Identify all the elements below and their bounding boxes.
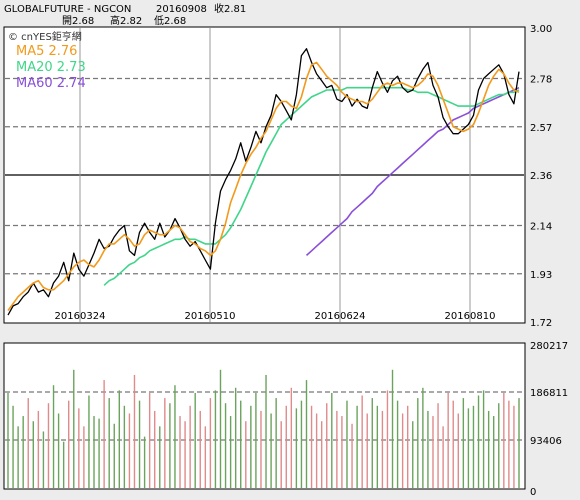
price-y-tick-label: 2.36 [530,171,552,182]
price-y-tick-label: 1.93 [530,270,552,281]
price-x-tick-label: 20160324 [55,311,106,322]
volume-y-axis: 280217 186811 93406 0 [530,341,568,498]
volume-bars [7,369,520,488]
legend-ma5: MA5 2.76 [16,44,77,59]
legend-ma20: MA20 2.73 [16,60,86,75]
symbol-label: GLOBALFUTURE - NGCON [4,4,131,15]
volume-y-tick-label: 93406 [530,436,562,447]
price-x-tick-label: 20160510 [185,311,236,322]
legend-ma60: MA60 2.74 [16,76,86,91]
volume-y-tick-label: 186811 [530,388,568,399]
ma60-line [305,86,520,256]
price-y-tick-label: 2.78 [530,75,552,86]
ma5-line [7,61,520,311]
high-label: 高2.82 [110,14,142,27]
volume-y-tick-label: 0 [530,487,536,498]
low-label: 低2.68 [154,14,186,27]
price-y-tick-label: 2.57 [530,123,552,134]
price-grid [5,28,524,322]
volume-y-tick-label: 280217 [530,341,568,352]
price-x-axis: 20160324 20160510 20160624 20160810 [55,311,496,322]
price-y-tick-label: 3.00 [530,24,552,35]
open-label: 開2.68 [62,15,94,27]
volume-panel [3,342,526,490]
price-y-tick-label: 2.14 [530,222,552,233]
price-y-tick-label: 1.72 [530,318,552,329]
price-y-axis: 3.00 2.78 2.57 2.36 2.14 1.93 1.72 [530,24,552,329]
ma20-line [103,86,520,286]
date-label: 20160908 [156,4,207,15]
price-x-tick-label: 20160624 [315,311,366,322]
watermark-text: © cnYES鉅亨網 [8,30,82,43]
close-label: 收2.81 [214,2,246,15]
price-lines [7,48,520,316]
price-x-tick-label: 20160810 [445,311,496,322]
